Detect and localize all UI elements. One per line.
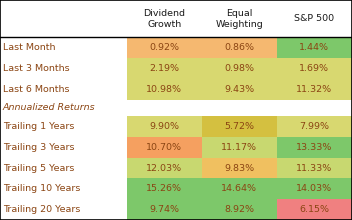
Text: Last 3 Months: Last 3 Months <box>3 64 69 73</box>
Text: Dividend
Growth: Dividend Growth <box>143 9 185 29</box>
Text: S&P 500: S&P 500 <box>294 14 334 23</box>
Text: 12.03%: 12.03% <box>146 163 182 172</box>
Text: 6.15%: 6.15% <box>299 205 329 214</box>
Text: 14.03%: 14.03% <box>296 184 332 193</box>
Text: 9.90%: 9.90% <box>149 122 179 131</box>
Text: 10.98%: 10.98% <box>146 85 182 94</box>
Text: 11.32%: 11.32% <box>296 85 332 94</box>
Text: 0.92%: 0.92% <box>149 43 179 52</box>
Text: 10.70%: 10.70% <box>146 143 182 152</box>
Text: 11.17%: 11.17% <box>221 143 257 152</box>
Text: Trailing 3 Years: Trailing 3 Years <box>3 143 74 152</box>
Bar <box>127 137 202 158</box>
Bar <box>202 79 277 100</box>
Text: Last Month: Last Month <box>3 43 55 52</box>
Bar <box>202 158 277 178</box>
Bar <box>127 178 202 199</box>
Bar <box>202 58 277 79</box>
Bar <box>202 199 277 220</box>
Bar <box>277 37 352 58</box>
Text: Trailing 1 Years: Trailing 1 Years <box>3 122 74 131</box>
Text: 0.86%: 0.86% <box>224 43 254 52</box>
Text: 13.33%: 13.33% <box>296 143 332 152</box>
Text: Trailing 20 Years: Trailing 20 Years <box>3 205 80 214</box>
Text: 9.74%: 9.74% <box>149 205 179 214</box>
Bar <box>127 58 202 79</box>
Bar <box>277 79 352 100</box>
Bar <box>202 178 277 199</box>
Text: 11.33%: 11.33% <box>296 163 332 172</box>
Text: 1.44%: 1.44% <box>299 43 329 52</box>
Bar <box>277 116 352 137</box>
Text: Trailing 5 Years: Trailing 5 Years <box>3 163 74 172</box>
Bar <box>127 116 202 137</box>
Text: 9.43%: 9.43% <box>224 85 254 94</box>
Bar <box>202 37 277 58</box>
Text: 8.92%: 8.92% <box>224 205 254 214</box>
Bar <box>202 116 277 137</box>
Bar <box>277 199 352 220</box>
Bar <box>127 37 202 58</box>
Bar <box>127 79 202 100</box>
Bar <box>202 137 277 158</box>
Text: Last 6 Months: Last 6 Months <box>3 85 69 94</box>
Text: 0.98%: 0.98% <box>224 64 254 73</box>
Text: 9.83%: 9.83% <box>224 163 254 172</box>
Text: 7.99%: 7.99% <box>299 122 329 131</box>
Bar <box>277 158 352 178</box>
Text: 2.19%: 2.19% <box>149 64 179 73</box>
Text: Equal
Weighting: Equal Weighting <box>215 9 263 29</box>
Bar <box>277 137 352 158</box>
Text: 5.72%: 5.72% <box>224 122 254 131</box>
Bar <box>277 58 352 79</box>
Bar <box>127 199 202 220</box>
Bar <box>277 178 352 199</box>
Text: 14.64%: 14.64% <box>221 184 257 193</box>
Bar <box>127 158 202 178</box>
Text: Trailing 10 Years: Trailing 10 Years <box>3 184 80 193</box>
Text: 1.69%: 1.69% <box>299 64 329 73</box>
Text: 15.26%: 15.26% <box>146 184 182 193</box>
Text: Annualized Returns: Annualized Returns <box>3 103 95 112</box>
